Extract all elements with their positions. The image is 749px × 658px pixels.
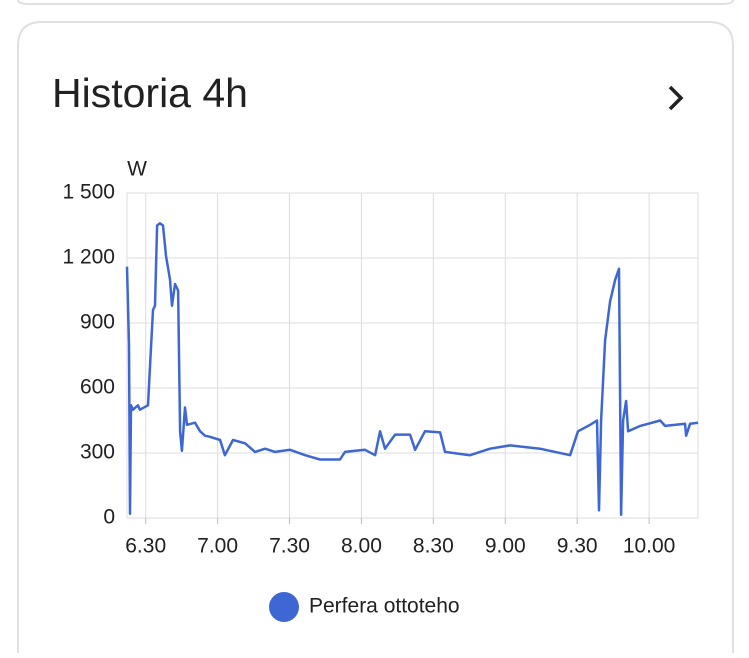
plot: 0 300 600 900 1 200 1 500 6.30 7.00 7.30 8.00 8.30…	[62, 181, 699, 622]
previous-card	[17, 0, 734, 5]
x-tick-label: 9.30	[557, 535, 598, 558]
x-tick-label: 6.30	[125, 535, 166, 558]
x-tick-label: 8.30	[413, 535, 454, 558]
card	[17, 21, 734, 658]
y-tick-label: 300	[80, 441, 115, 464]
y-tick-label: 1 200	[62, 246, 115, 269]
y-tick-label: 1 500	[62, 181, 115, 204]
chevron[interactable]	[668, 85, 684, 111]
x-tick-label: 7.30	[269, 535, 310, 558]
x-tick-label: 9.00	[485, 535, 526, 558]
y-tick-label: 900	[80, 311, 115, 334]
x-tick-label: 8.00	[341, 535, 382, 558]
y-tick-label: 600	[80, 376, 115, 399]
legend-swatch	[269, 592, 299, 622]
y-axis-unit: W	[127, 158, 147, 181]
legend-label: Perfera ottoteho	[309, 595, 460, 618]
series-line	[125, 222, 699, 517]
x-tick-label: 7.00	[197, 535, 238, 558]
x-tick-label: 10.00	[623, 535, 676, 558]
y-tick-label: 0	[103, 506, 115, 529]
card-title: Historia 4h	[52, 70, 248, 116]
